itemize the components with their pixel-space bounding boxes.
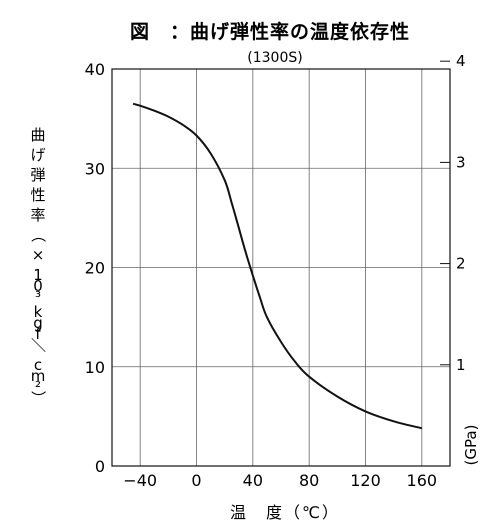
y2-tick-label: 4	[456, 52, 466, 70]
y-axis-label-char: m	[31, 367, 46, 385]
grid-lines	[112, 69, 450, 466]
y-axis-label-char: k	[34, 303, 43, 321]
chart-subtitle: (1300S)	[247, 50, 302, 66]
y-axis-label-char: 0	[33, 277, 43, 295]
y-axis-label-char: ／	[29, 337, 47, 352]
y-axis-label-char: f	[35, 325, 41, 343]
x-tick-label: −40	[123, 471, 157, 490]
y-axis-label: 曲げ弾性率 （ × 10³ kgf／ cm²）	[29, 126, 47, 406]
y2-tick-label: 1	[456, 356, 466, 374]
y2-axis-label: (GPa)	[462, 425, 480, 466]
y-axis-label-char: 曲	[30, 126, 45, 144]
y-axis-label-char: 弾	[30, 166, 45, 184]
x-tick-label: 80	[299, 471, 319, 490]
y-axis-label-char: 率	[30, 206, 45, 224]
x-axis-ticks: −40 0 40 80 120 160	[123, 471, 437, 490]
y-tick-label: 40	[85, 60, 105, 79]
y2-tick-label: 2	[456, 255, 466, 273]
y-axis-ticks: 0 10 20 30 40	[85, 60, 105, 476]
y-axis-label-char: 1	[33, 266, 43, 284]
y-axis-label-char: g	[33, 314, 43, 332]
x-tick-label: 0	[191, 471, 201, 490]
y2-axis-ticks: 1 2 3 4	[440, 52, 466, 374]
modulus-curve	[132, 102, 423, 430]
x-tick-label: 160	[407, 471, 438, 490]
y-axis-label-char: （	[29, 227, 47, 242]
x-tick-label: 120	[350, 471, 381, 490]
x-tick-label: 40	[243, 471, 263, 490]
y-axis-label-char: ³	[35, 288, 41, 306]
y-axis-label-char: c	[34, 356, 42, 374]
y-axis-label-char: ）	[29, 390, 47, 405]
chart-title: 図 ：曲げ弾性率の温度依存性	[130, 20, 410, 43]
y-axis-label-char: ²	[35, 378, 41, 396]
x-axis-label: 温 度（℃）	[230, 503, 340, 522]
y-axis-label-char: 性	[30, 186, 45, 204]
plot-frame	[111, 68, 451, 467]
y-tick-label: 30	[85, 159, 105, 178]
y-axis-label-char: ×	[32, 246, 45, 264]
y-axis-label-char: げ	[30, 146, 45, 164]
y-tick-label: 10	[85, 358, 105, 377]
y-tick-label: 0	[95, 457, 105, 476]
y2-tick-label: 3	[456, 153, 466, 171]
y-tick-label: 20	[85, 259, 105, 278]
